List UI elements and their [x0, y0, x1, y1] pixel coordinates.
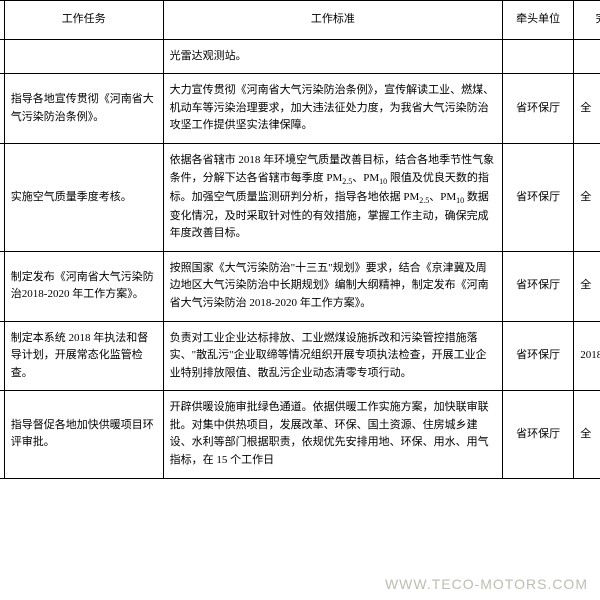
table-header-row: 工作任务 工作标准 牵头单位 完成	[0, 1, 600, 40]
row-done: 全	[574, 143, 600, 251]
row-task: 指导督促各地加快供暖项目环评审批。	[4, 391, 163, 478]
row-dept: 省环保厅	[503, 74, 574, 144]
row-dept: 省环保厅	[503, 143, 574, 251]
table-row: 指导各地宣传贯彻《河南省大气污染防治条例》。大力宣传贯彻《河南省大气污染防治条例…	[0, 74, 600, 144]
row-standard: 负责对工业企业达标排放、工业燃煤设施拆改和污染管控措施落实、"散乱污"企业取缔等…	[163, 321, 503, 391]
row-standard: 依据各省辖市 2018 年环境空气质量改善目标，结合各地季节性气象条件，分解下达…	[163, 143, 503, 251]
table-row: 实施空气质量季度考核。依据各省辖市 2018 年环境空气质量改善目标，结合各地季…	[0, 143, 600, 251]
row-done: 2018 月月	[574, 321, 600, 391]
table-row: 光雷达观测站。	[0, 39, 600, 74]
col-task-header: 工作任务	[4, 1, 163, 40]
table-row: 制定发布《河南省大气污染防治2018-2020 年工作方案》。按照国家《大气污染…	[0, 251, 600, 321]
row-done	[574, 39, 600, 74]
table-body: 光雷达观测站。指导各地宣传贯彻《河南省大气污染防治条例》。大力宣传贯彻《河南省大…	[0, 39, 600, 478]
table-row: 指导督促各地加快供暖项目环评审批。开辟供暖设施审批绿色通道。依据供暖工作实施方案…	[0, 391, 600, 478]
row-dept: 省环保厅	[503, 251, 574, 321]
row-standard: 按照国家《大气污染防治"十三五"规划》要求，结合《京津冀及周边地区大气污染防治中…	[163, 251, 503, 321]
watermark: WWW.TECO-MOTORS.COM	[385, 576, 588, 592]
row-done: 全	[574, 74, 600, 144]
row-dept	[503, 39, 574, 74]
row-task: 制定发布《河南省大气污染防治2018-2020 年工作方案》。	[4, 251, 163, 321]
row-task	[4, 39, 163, 74]
row-dept: 省环保厅	[503, 391, 574, 478]
policy-table: 工作任务 工作标准 牵头单位 完成 光雷达观测站。指导各地宣传贯彻《河南省大气污…	[0, 0, 600, 479]
row-done: 全	[574, 391, 600, 478]
row-dept: 省环保厅	[503, 321, 574, 391]
row-task: 实施空气质量季度考核。	[4, 143, 163, 251]
row-task: 制定本系统 2018 年执法和督导计划，开展常态化监管检查。	[4, 321, 163, 391]
row-done: 全	[574, 251, 600, 321]
col-done-header: 完成	[574, 1, 600, 40]
col-dept-header: 牵头单位	[503, 1, 574, 40]
row-standard: 大力宣传贯彻《河南省大气污染防治条例》，宣传解读工业、燃煤、机动车等污染治理要求…	[163, 74, 503, 144]
table-row: 制定本系统 2018 年执法和督导计划，开展常态化监管检查。负责对工业企业达标排…	[0, 321, 600, 391]
row-task: 指导各地宣传贯彻《河南省大气污染防治条例》。	[4, 74, 163, 144]
row-standard: 开辟供暖设施审批绿色通道。依据供暖工作实施方案，加快联审联批。对集中供热项目，发…	[163, 391, 503, 478]
col-standard-header: 工作标准	[163, 1, 503, 40]
row-standard: 光雷达观测站。	[163, 39, 503, 74]
